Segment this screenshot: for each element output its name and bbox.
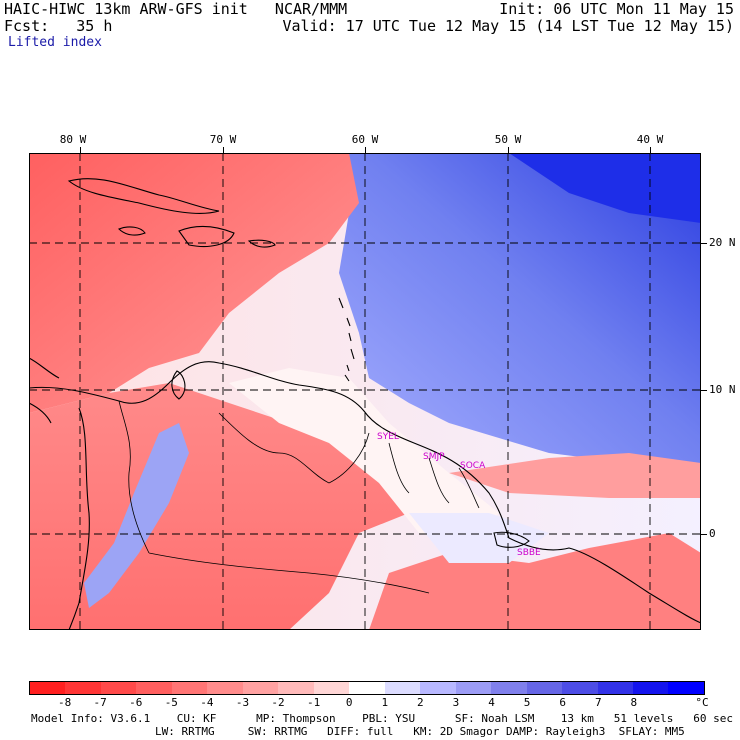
colorbar-swatch [455, 682, 492, 694]
model-info-line1: Model Info: V3.6.1 CU: KF MP: Thompson P… [31, 712, 733, 725]
colorbar-swatch [526, 682, 563, 694]
colorbar-swatch [491, 682, 527, 694]
colorbar-tick-label: -2 [271, 696, 285, 709]
colorbar-swatch [171, 682, 208, 694]
field-name: Lifted index [8, 35, 102, 50]
colorbar-tick-label: 4 [488, 696, 495, 709]
lon-tick [80, 147, 81, 153]
lon-label-40w: 40 W [636, 133, 664, 146]
colorbar-swatch [632, 682, 669, 694]
colorbar-tick-label: 0 [345, 696, 353, 709]
lon-tick [508, 147, 509, 153]
border [428, 457, 450, 504]
lon-label-50w: 50 W [494, 133, 522, 146]
lesser-antilles-coast [338, 297, 355, 382]
border [218, 412, 330, 484]
puerto-rico-coast [247, 239, 276, 248]
trade-wind-band [449, 453, 701, 498]
colorbar-swatch [278, 682, 314, 694]
border [458, 467, 480, 509]
cuba-coast [67, 178, 220, 214]
lon-label-80w: 80 W [59, 133, 87, 146]
lat-lon-grid [29, 153, 701, 630]
colorbar-tick-label: -8 [57, 696, 72, 709]
colorbar-tick-label: -7 [93, 696, 107, 709]
lon-tick [365, 147, 366, 153]
central-america-coast [29, 357, 60, 424]
lat-label-10n: 10 N [709, 383, 736, 396]
colorbar-swatch [313, 682, 350, 694]
lat-tick [701, 534, 707, 535]
lon-label-70w: 70 W [209, 133, 237, 146]
south-america-unstable-region [29, 383, 429, 630]
lat-label-20n: 20 N [709, 236, 736, 249]
colorbar-tick-label: -1 [307, 696, 321, 709]
border [328, 432, 370, 484]
colorbar-tick-label: -5 [164, 696, 178, 709]
border [388, 442, 410, 494]
colorbar-tick-label: 5 [523, 696, 531, 709]
colorbar-tick-label: 1 [381, 696, 389, 709]
colorbar-swatch [100, 682, 137, 694]
colorbar-swatch [242, 682, 279, 694]
station-label-sbbe: SBBE [517, 548, 541, 558]
pacific-coast [68, 407, 90, 630]
hispaniola-coast [178, 225, 235, 248]
colorbar-tick-label: 8 [630, 696, 638, 709]
colorbar-tick-label: -3 [235, 696, 250, 709]
south-america-north-coast [29, 361, 701, 624]
jamaica-coast [118, 226, 146, 236]
colorbar-tick-label: 7 [594, 696, 602, 709]
lon-label-60w: 60 W [351, 133, 379, 146]
colorbar-tick-label: -4 [200, 696, 214, 709]
lifted-index-map [29, 153, 701, 630]
colorbar-swatch [384, 682, 421, 694]
station-label-smjp: SMJP [423, 452, 445, 462]
colorbar [29, 681, 705, 695]
lon-tick [650, 147, 651, 153]
colorbar-tick-label: 2 [417, 696, 424, 709]
valid-time: Valid: 17 UTC Tue 12 May 15 (14 LST Tue … [282, 17, 734, 35]
lat-label-eq: 0 [709, 527, 716, 540]
border [148, 552, 430, 594]
colorbar-swatch [207, 682, 243, 694]
maracaibo-coast [171, 370, 186, 400]
colorbar-tick-label: 6 [559, 696, 566, 709]
amazon-mouth-coast [493, 531, 530, 548]
amazon-mouth-field [409, 513, 549, 563]
colorbar-swatch [597, 682, 633, 694]
guiana-coastal-field [229, 368, 499, 548]
colorbar-swatch [30, 682, 66, 694]
init-time: Init: 06 UTC Mon 11 May 15 [499, 0, 734, 18]
colorbar-unit: °C [695, 696, 709, 709]
colorbar-swatch [562, 682, 598, 694]
forecast-hour: Fcst: 35 h [4, 17, 113, 35]
lon-tick [223, 147, 224, 153]
colorbar-swatch [136, 682, 172, 694]
colorbar-swatch [420, 682, 456, 694]
colorbar-swatch [668, 682, 704, 694]
colorbar-swatch [349, 682, 385, 694]
colorbar-tick-label: -6 [129, 696, 143, 709]
model-info-line2: LW: RRTMG SW: RRTMG DIFF: full KM: 2D Sm… [155, 725, 685, 738]
andes-stable-strip [84, 423, 189, 608]
colorbar-swatch [65, 682, 101, 694]
atlantic-stable-core [509, 153, 701, 223]
caribbean-unstable-region [29, 153, 359, 413]
lat-tick [701, 390, 707, 391]
station-label-soca: SOCA [460, 461, 486, 471]
coastlines [29, 178, 701, 630]
model-run-title: HAIC-HIWC 13km ARW-GFS init NCAR/MMM [4, 0, 348, 18]
colorbar-tick-label: 3 [452, 696, 460, 709]
atlantic-stable-region [329, 153, 701, 473]
lat-tick [701, 243, 707, 244]
station-label-syel: SYEL [377, 432, 399, 442]
